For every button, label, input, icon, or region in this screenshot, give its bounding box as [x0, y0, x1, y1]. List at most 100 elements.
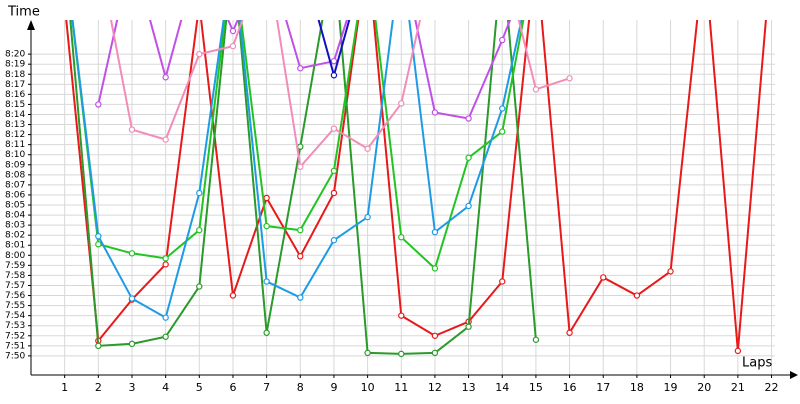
x-tick-label: 21 — [731, 381, 745, 394]
data-point — [229, 42, 237, 50]
y-tick-label: 8:14 — [5, 110, 25, 120]
data-point — [162, 136, 169, 143]
y-tick-label: 8:01 — [5, 241, 25, 251]
data-point — [667, 268, 674, 275]
data-point — [398, 350, 405, 358]
y-tick-label: 8:07 — [5, 180, 25, 190]
grid — [31, 20, 775, 375]
data-point — [330, 125, 338, 132]
y-tick-label: 8:05 — [5, 201, 25, 211]
x-tick-label: 2 — [95, 381, 102, 394]
data-point — [229, 27, 237, 35]
data-point — [95, 232, 102, 240]
y-tick-label: 8:10 — [5, 150, 25, 160]
data-point — [465, 115, 472, 122]
x-tick-label: 7 — [263, 381, 270, 394]
y-tick-label: 8:19 — [5, 60, 25, 70]
data-point — [566, 75, 573, 82]
y-tick-label: 8:08 — [5, 170, 25, 180]
data-point — [196, 189, 203, 197]
x-tick-label: 12 — [428, 381, 442, 394]
data-point — [162, 314, 169, 321]
data-point — [162, 333, 169, 340]
x-tick-label: 9 — [330, 381, 337, 394]
data-point — [330, 72, 338, 79]
y-tick-label: 8:09 — [5, 160, 25, 170]
data-point — [330, 237, 338, 244]
y-tick-label: 8:20 — [5, 50, 25, 60]
y-tick-label: 7:56 — [5, 291, 25, 301]
y-tick-label: 7:54 — [5, 311, 25, 321]
data-point — [297, 226, 304, 234]
series-line — [97, 20, 512, 120]
x-arrow — [790, 371, 798, 379]
y-tick-label: 8:04 — [5, 211, 25, 221]
data-point — [297, 163, 304, 170]
x-tick-label: 18 — [630, 381, 644, 394]
data-point — [128, 295, 136, 302]
y-tick-label: 7:53 — [5, 321, 25, 331]
data-point — [398, 100, 405, 107]
data-point — [263, 222, 270, 230]
data-point — [162, 255, 169, 262]
data-point — [566, 329, 573, 336]
data-point — [431, 332, 439, 339]
y-tick-label: 7:50 — [5, 351, 25, 361]
data-point — [532, 86, 540, 93]
x-tick-label: 3 — [128, 381, 135, 394]
data-point — [95, 342, 102, 350]
data-point — [263, 329, 270, 336]
data-point — [128, 126, 136, 133]
x-tick-label: 19 — [664, 381, 678, 394]
x-tick-label: 11 — [394, 381, 408, 394]
data-point — [364, 213, 371, 221]
y-tick-label: 8:02 — [5, 231, 25, 241]
y-tick-label: 8:18 — [5, 70, 25, 80]
data-point — [196, 50, 203, 58]
y-tick-label: 8:03 — [5, 221, 25, 231]
data-point — [431, 265, 439, 272]
x-tick-label: 1 — [61, 381, 68, 394]
data-point — [600, 274, 607, 281]
y-tick-label: 7:57 — [5, 281, 25, 291]
data-point — [364, 145, 371, 152]
y-tick-label: 8:06 — [5, 190, 25, 200]
y-tick-label: 7:52 — [5, 331, 25, 341]
y-arrow — [27, 20, 35, 30]
y-tick-label: 8:12 — [5, 130, 25, 140]
data-point — [330, 167, 338, 175]
data-point — [431, 109, 439, 116]
data-point — [330, 57, 338, 65]
y-tick-label: 8:13 — [5, 120, 25, 130]
y-tick-label: 7:59 — [5, 261, 25, 271]
x-tick-label: 8 — [297, 381, 304, 394]
x-tick-label: 20 — [697, 381, 711, 394]
y-axis-title: Time — [7, 5, 40, 20]
data-point — [297, 253, 304, 260]
data-point — [162, 261, 169, 268]
x-axis-title: Laps — [742, 356, 772, 371]
x-tick-label: 15 — [529, 381, 543, 394]
data-point — [330, 189, 338, 197]
data-point — [499, 105, 506, 112]
x-tick-label: 22 — [765, 381, 779, 394]
x-tick-label: 14 — [495, 381, 509, 394]
data-point — [297, 143, 304, 150]
x-tick-label: 5 — [196, 381, 203, 394]
data-point — [128, 340, 136, 348]
x-tick-label: 10 — [361, 381, 375, 394]
data-point — [162, 74, 169, 81]
data-point — [499, 128, 506, 135]
y-tick-label: 8:11 — [5, 140, 25, 150]
data-point — [465, 323, 472, 330]
data-point — [398, 234, 405, 241]
data-point — [263, 194, 270, 202]
data-point — [229, 292, 237, 299]
data-point — [398, 312, 405, 319]
data-point — [633, 292, 641, 299]
y-tick-label: 8:15 — [5, 100, 25, 110]
x-tick-label: 16 — [563, 381, 577, 394]
data-point — [95, 241, 102, 248]
x-tick-label: 13 — [462, 381, 476, 394]
